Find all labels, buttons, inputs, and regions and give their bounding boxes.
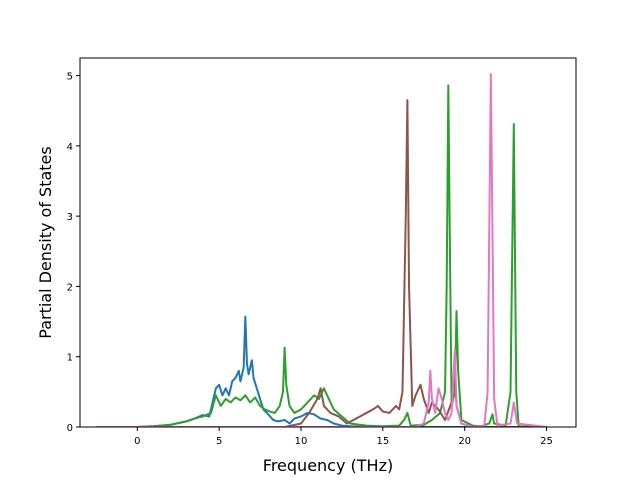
series-line-2 xyxy=(96,84,547,427)
y-axis: 0 1 2 3 4 5 xyxy=(67,72,80,434)
series-layer xyxy=(96,73,547,427)
series-line-1 xyxy=(96,315,547,427)
y-tick-label: 3 xyxy=(67,212,73,223)
x-tick-label: 15 xyxy=(376,436,389,447)
x-axis-label: Frequency (THz) xyxy=(263,456,393,475)
y-tick-label: 0 xyxy=(67,423,73,434)
x-tick-label: 20 xyxy=(458,436,471,447)
x-tick-label: 10 xyxy=(295,436,308,447)
y-tick-label: 2 xyxy=(67,282,73,293)
x-axis: 0 5 10 15 20 25 xyxy=(134,427,553,447)
plot-frame xyxy=(79,57,577,428)
x-tick-label: 5 xyxy=(216,436,222,447)
y-axis-label: Partial Density of States xyxy=(36,146,55,338)
x-tick-label: 25 xyxy=(540,436,553,447)
y-tick-label: 4 xyxy=(67,142,73,153)
y-tick-label: 5 xyxy=(67,72,73,83)
series-line-3 xyxy=(96,99,547,427)
y-tick-label: 1 xyxy=(67,353,73,364)
x-tick-label: 0 xyxy=(134,436,140,447)
series-line-4 xyxy=(96,73,547,427)
